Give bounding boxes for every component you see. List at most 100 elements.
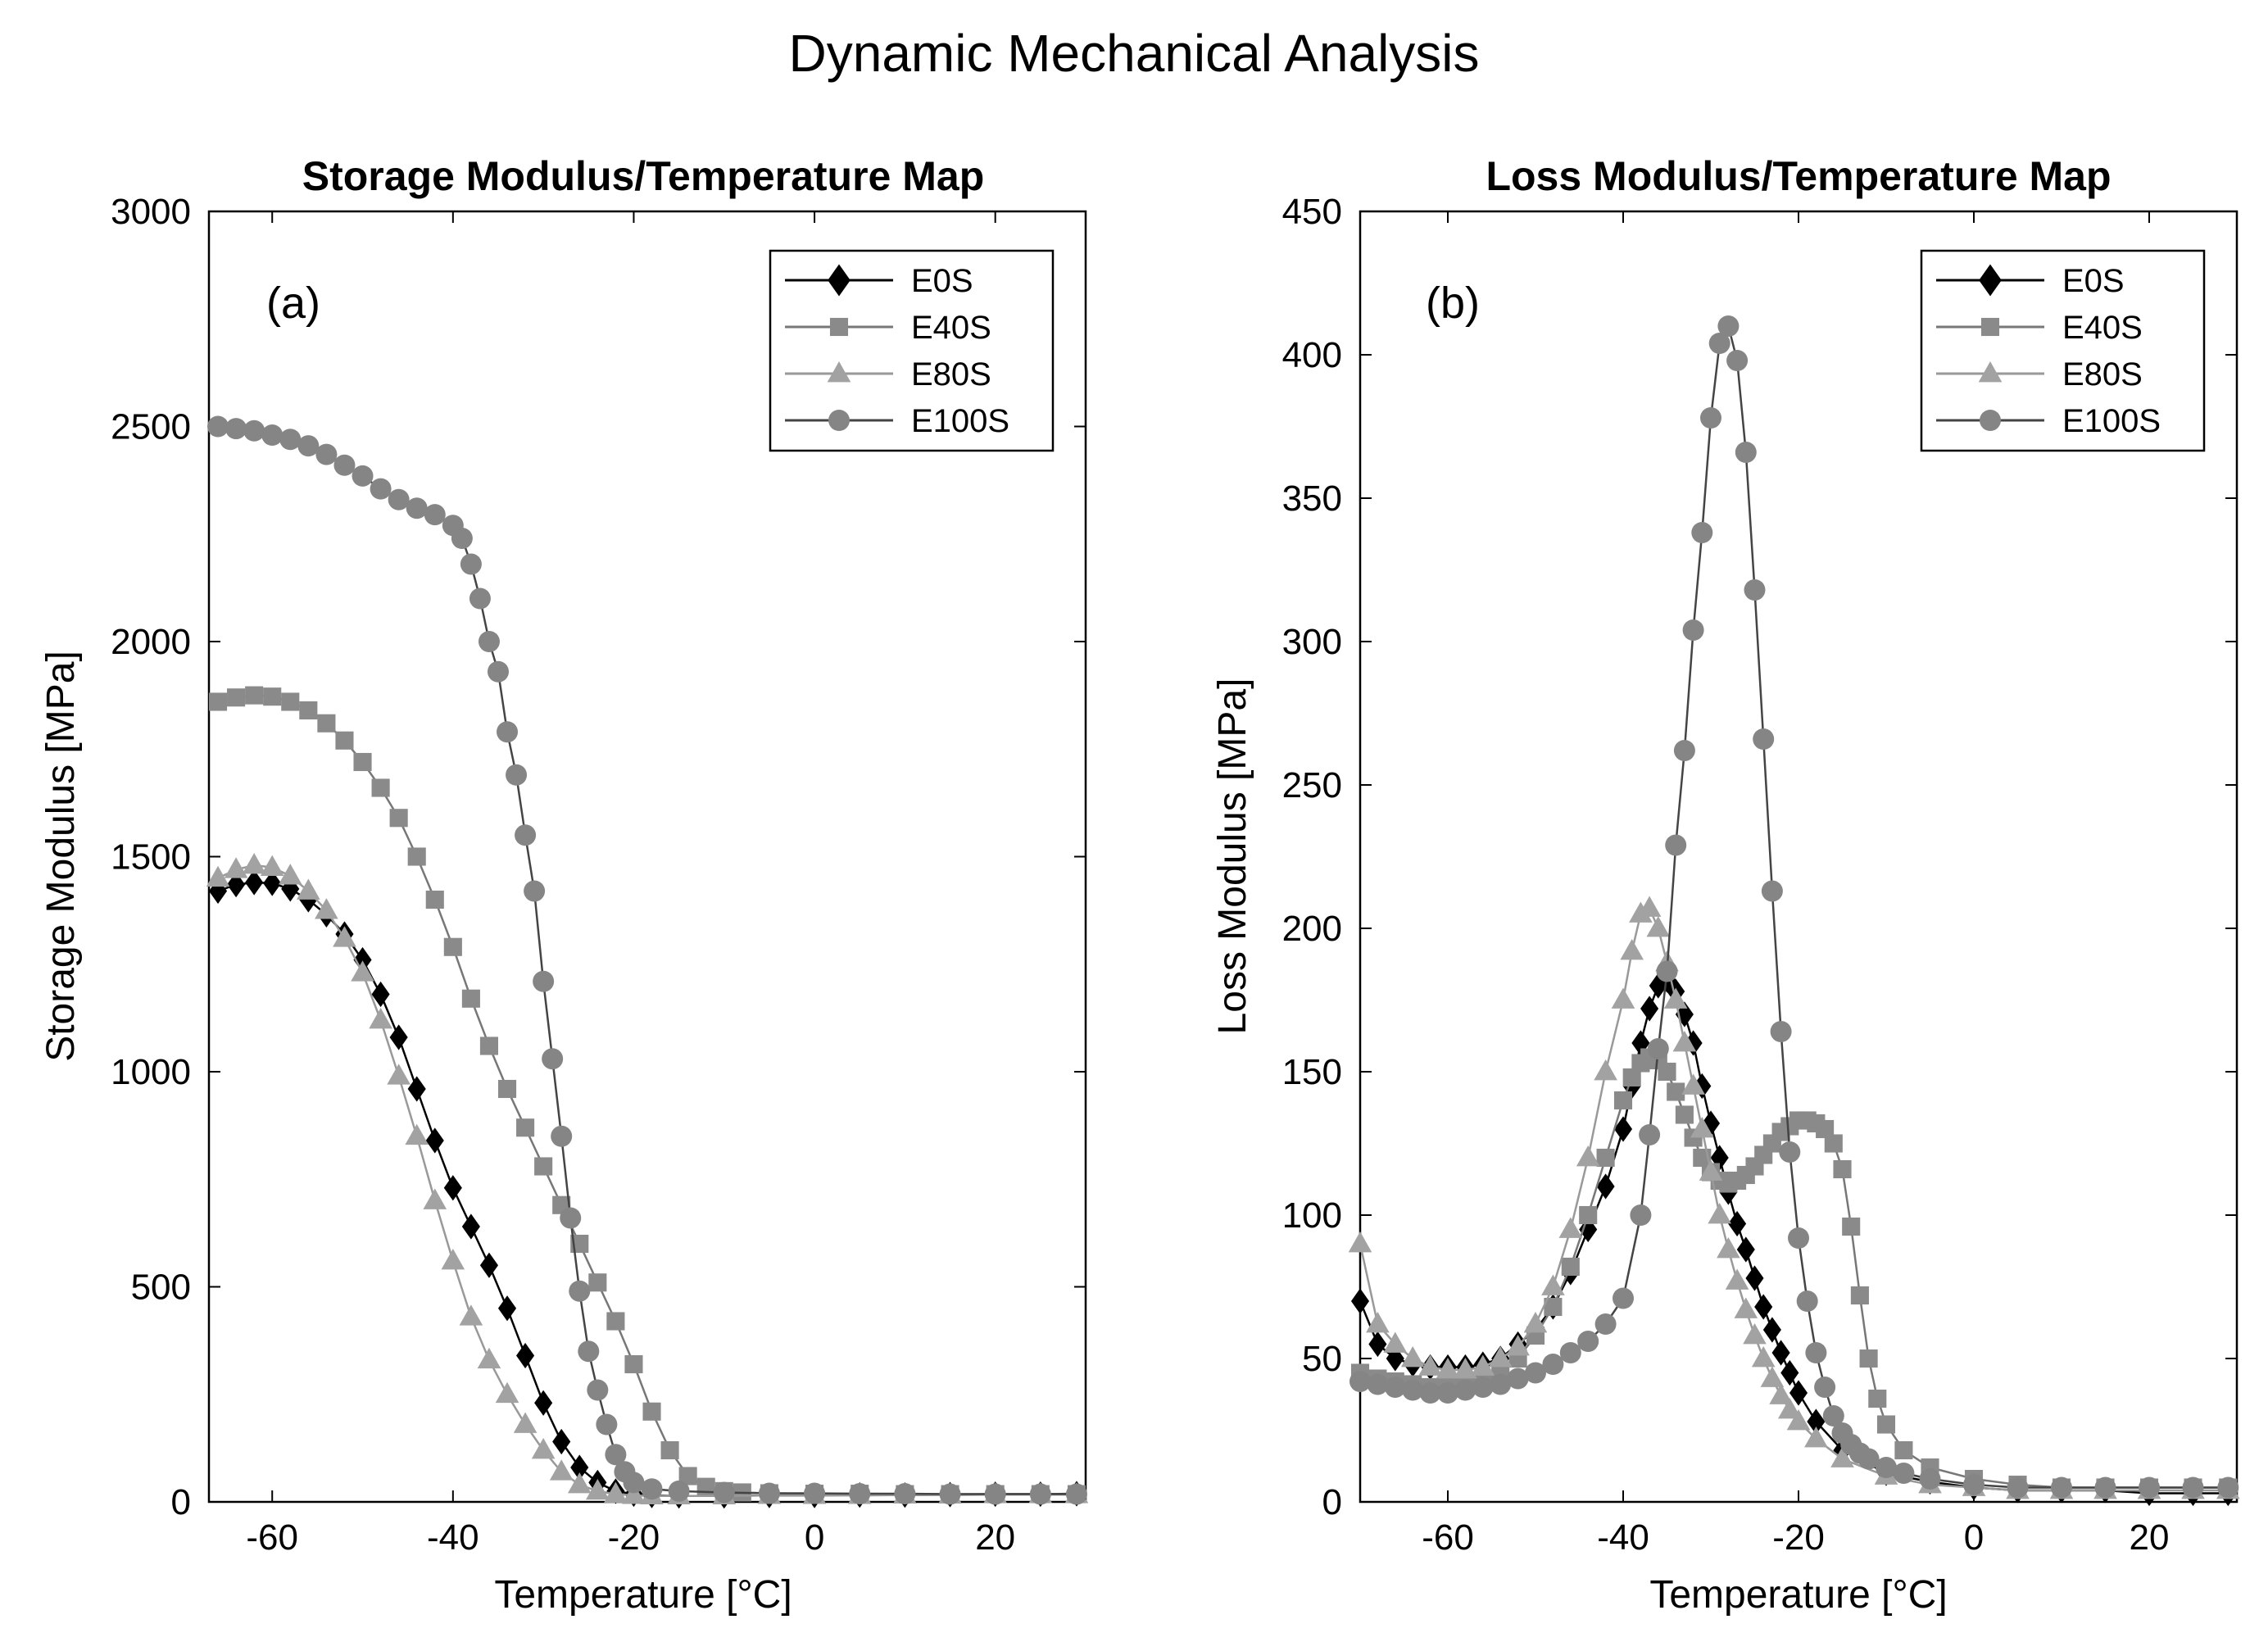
e80s-point bbox=[1708, 1203, 1731, 1224]
e40s-point bbox=[371, 778, 390, 797]
legend-marker-e100s bbox=[1980, 410, 2001, 431]
e100s-point bbox=[478, 631, 500, 652]
storage-series-e100s bbox=[207, 415, 1087, 1505]
y-tick-label: 0 bbox=[171, 1482, 191, 1522]
e100s-point bbox=[894, 1483, 916, 1505]
e80s-point bbox=[1646, 916, 1671, 937]
e80s-point bbox=[1760, 1366, 1785, 1387]
storage-modulus-ylabel: Storage Modulus [MPa] bbox=[39, 651, 83, 1062]
e40s-point bbox=[678, 1467, 697, 1486]
e80s-point bbox=[531, 1438, 556, 1459]
e0s-point bbox=[245, 869, 264, 896]
panel-a-label: (a) bbox=[266, 279, 320, 328]
e80s-point bbox=[1663, 987, 1688, 1009]
e100s-point bbox=[1963, 1474, 1984, 1495]
e0s-point bbox=[208, 878, 228, 905]
x-tick-label: 0 bbox=[1964, 1517, 1984, 1558]
e0s-point bbox=[1762, 1317, 1781, 1343]
e100s-point bbox=[315, 443, 338, 465]
e80s-point bbox=[1637, 896, 1662, 917]
e40s-point bbox=[335, 731, 354, 750]
e80s-point bbox=[297, 878, 320, 900]
e40s-point bbox=[317, 714, 336, 733]
e100s-point bbox=[370, 478, 392, 500]
e40s-point bbox=[1544, 1297, 1563, 1317]
e80s-point bbox=[459, 1304, 483, 1326]
e80s-point bbox=[622, 1483, 646, 1504]
e40s-point bbox=[353, 752, 372, 772]
e80s-point bbox=[1418, 1354, 1442, 1376]
y-tick-label: 50 bbox=[1302, 1339, 1342, 1379]
e80s-point bbox=[1620, 939, 1644, 960]
e80s-point bbox=[1383, 1331, 1408, 1353]
e100s-point bbox=[1647, 1038, 1669, 1059]
e80s-point bbox=[495, 1381, 519, 1404]
e80s-point bbox=[549, 1459, 574, 1481]
e0s-point bbox=[461, 1213, 480, 1240]
e0s-point bbox=[1736, 1236, 1755, 1263]
e100s-point bbox=[1796, 1290, 1818, 1312]
e0s-point bbox=[425, 1127, 444, 1154]
e80s-point bbox=[1734, 1297, 1758, 1318]
e100s-point bbox=[279, 429, 302, 451]
e100s-point bbox=[333, 454, 356, 476]
e100s-point bbox=[1029, 1483, 1051, 1505]
e40s-point bbox=[1894, 1440, 1913, 1460]
e0s-point bbox=[570, 1454, 589, 1481]
y-tick-label: 300 bbox=[1282, 622, 1342, 662]
e80s-point bbox=[1348, 1232, 1372, 1253]
y-tick-label: 1500 bbox=[111, 837, 191, 878]
e40s-point bbox=[1833, 1159, 1852, 1179]
e100s-point bbox=[487, 660, 509, 683]
e40s-point bbox=[642, 1402, 661, 1421]
e80s-point bbox=[206, 865, 230, 887]
storage-modulus-panel: Storage Modulus/Temperature Map -60 -40 -2… bbox=[39, 153, 1089, 1617]
e80s-point bbox=[369, 1008, 392, 1029]
e40s-point bbox=[1613, 1091, 1633, 1110]
e40s-point bbox=[299, 701, 318, 720]
y-tick-label: 250 bbox=[1282, 765, 1342, 805]
e0s-point bbox=[1640, 996, 1659, 1022]
e100s-point bbox=[1559, 1342, 1581, 1363]
e100s-point bbox=[243, 420, 265, 442]
legend-label-e40s: E40S bbox=[911, 310, 991, 346]
e100s-point bbox=[2094, 1476, 2116, 1499]
x-tick-label: -20 bbox=[608, 1517, 660, 1558]
storage-modulus-xlabel: Temperature [°C] bbox=[494, 1573, 792, 1617]
e80s-point bbox=[586, 1478, 610, 1500]
y-tick-label: 2000 bbox=[111, 622, 191, 662]
e80s-point bbox=[1488, 1346, 1513, 1368]
legend-marker-e100s bbox=[828, 410, 850, 431]
e100s-point bbox=[1656, 960, 1678, 982]
legend-marker-e40s bbox=[1980, 317, 2000, 337]
e40s-point bbox=[1561, 1257, 1580, 1277]
e80s-point bbox=[1743, 1323, 1767, 1345]
e0s-point bbox=[552, 1428, 571, 1455]
e100s-point bbox=[560, 1207, 582, 1229]
e100s-point bbox=[804, 1482, 826, 1504]
legend-label-e0s: E0S bbox=[911, 263, 973, 299]
e0s-point bbox=[443, 1175, 462, 1201]
e100s-point bbox=[1857, 1448, 1880, 1470]
e100s-point bbox=[623, 1472, 645, 1494]
e100s-point bbox=[849, 1483, 871, 1505]
figure-title: Dynamic Mechanical Analysis bbox=[788, 24, 1480, 83]
e40s-point bbox=[606, 1312, 625, 1331]
loss-modulus-legend: E0S E40S E80S E100S bbox=[1920, 249, 2206, 452]
e0s-point bbox=[1771, 1340, 1790, 1366]
loss-modulus-series bbox=[1348, 315, 2240, 1507]
e100s-point bbox=[2007, 1476, 2029, 1499]
e100s-point bbox=[668, 1480, 690, 1502]
e0s-point bbox=[1350, 1288, 1370, 1314]
e80s-point bbox=[1541, 1274, 1565, 1295]
storage-series-e40s bbox=[208, 686, 1086, 1504]
e40s-point bbox=[624, 1354, 643, 1374]
e80s-point bbox=[1506, 1335, 1530, 1356]
e100s-point bbox=[451, 528, 473, 549]
e80s-point bbox=[1558, 1217, 1583, 1238]
y-tick-label: 1000 bbox=[111, 1052, 191, 1092]
e40s-point bbox=[425, 890, 444, 909]
e0s-point bbox=[371, 981, 390, 1008]
e100s-point bbox=[551, 1125, 573, 1147]
e100s-point bbox=[1065, 1483, 1087, 1505]
